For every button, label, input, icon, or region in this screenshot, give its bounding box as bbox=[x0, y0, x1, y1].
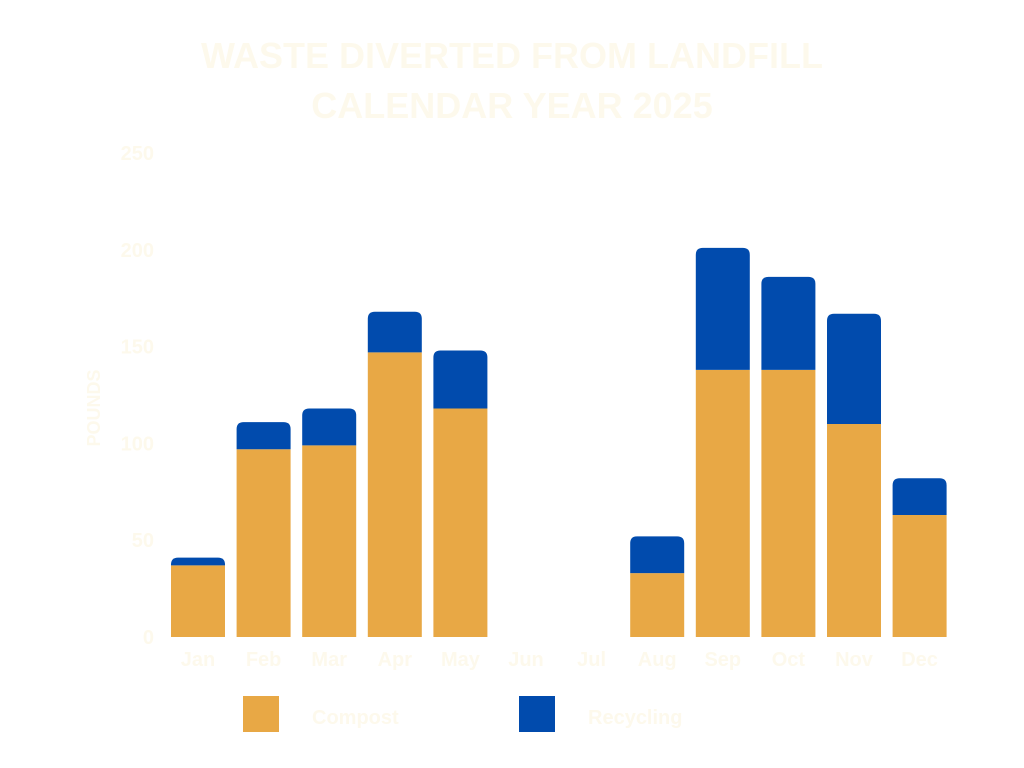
x-tick-label: Jun bbox=[508, 649, 544, 671]
bar-recycling-mar bbox=[302, 408, 357, 446]
y-tick-label: 150 bbox=[121, 337, 154, 359]
bar-recycling-apr bbox=[367, 311, 422, 353]
bar-compost-aug bbox=[630, 573, 685, 637]
bar-recycling-aug bbox=[630, 536, 685, 574]
bar-recycling-dec bbox=[892, 478, 947, 516]
bar-compost-sep bbox=[695, 369, 750, 637]
x-tick-label: Aug bbox=[638, 649, 677, 671]
y-tick-label: 0 bbox=[143, 627, 154, 649]
x-tick-label: May bbox=[441, 649, 481, 671]
bar-compost-apr bbox=[367, 352, 422, 637]
bar-compost-feb bbox=[236, 449, 291, 637]
bar-compost-may bbox=[433, 408, 488, 637]
y-tick-label: 200 bbox=[121, 240, 154, 262]
legend-swatch-recycling bbox=[519, 696, 555, 732]
y-tick-label: 50 bbox=[132, 530, 154, 552]
y-axis-label: POUNDS bbox=[84, 369, 104, 446]
y-tick-label: 100 bbox=[121, 433, 154, 455]
bar-compost-oct bbox=[761, 369, 816, 637]
chart-title-line-1: WASTE DIVERTED FROM LANDFILL bbox=[201, 35, 823, 76]
chart-title-line-2: CALENDAR YEAR 2025 bbox=[311, 85, 712, 126]
y-axis-ticks: 0 50 100 150 200 250 bbox=[121, 143, 154, 649]
bar-compost-nov bbox=[827, 424, 881, 637]
legend-label-compost: Compost bbox=[312, 707, 399, 729]
bar-compost-jan bbox=[171, 565, 225, 637]
x-tick-label: Feb bbox=[246, 649, 282, 671]
x-tick-label: Oct bbox=[772, 649, 806, 671]
bar-recycling-feb bbox=[236, 422, 291, 450]
x-tick-label: Mar bbox=[311, 649, 347, 671]
x-tick-label: Nov bbox=[835, 649, 874, 671]
x-tick-label: Jan bbox=[181, 649, 215, 671]
x-tick-label: Sep bbox=[704, 649, 741, 671]
legend-swatch-compost bbox=[243, 696, 279, 732]
x-tick-label: Jul bbox=[577, 649, 606, 671]
bar-recycling-oct bbox=[761, 276, 816, 370]
y-tick-label: 250 bbox=[121, 143, 154, 165]
bar-compost-dec bbox=[892, 515, 947, 637]
legend: Compost Recycling bbox=[243, 696, 682, 732]
bar-recycling-nov bbox=[827, 313, 881, 425]
x-tick-label: Dec bbox=[901, 649, 938, 671]
bar-compost-mar bbox=[302, 445, 357, 637]
bar-recycling-jan bbox=[171, 557, 225, 566]
x-tick-label: Apr bbox=[378, 649, 413, 671]
bars bbox=[171, 247, 947, 637]
x-axis-ticks: Jan Feb Mar Apr May Jun Jul Aug Sep Oct Nov Dec bbox=[181, 649, 938, 671]
bar-recycling-may bbox=[433, 350, 488, 409]
legend-label-recycling: Recycling bbox=[588, 707, 682, 729]
bar-recycling-sep bbox=[695, 247, 750, 370]
